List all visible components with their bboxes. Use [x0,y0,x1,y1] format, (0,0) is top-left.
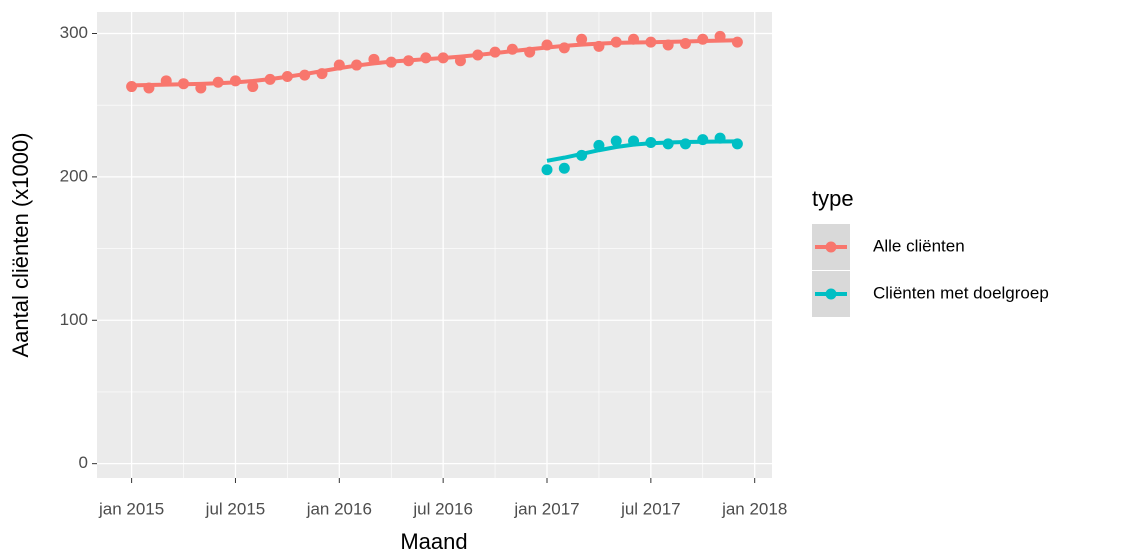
legend-title: type [812,186,854,211]
x-tick-label: jul 2015 [205,499,266,518]
y-tick-label: 300 [60,23,88,42]
y-tick-label: 100 [60,310,88,329]
point [576,33,588,45]
point [247,81,259,93]
trend-line [131,38,738,88]
x-tick-label: jul 2017 [620,499,681,518]
x-tick-label: jan 2018 [721,499,787,518]
y-tick-label: 200 [60,166,88,185]
x-tick-label: jul 2016 [412,499,473,518]
point [541,164,553,176]
legend-label: Cliënten met doelgroep [873,283,1049,302]
point [558,162,570,174]
point [610,135,622,147]
trend-line [546,139,738,163]
x-axis-title: Maand [400,529,467,554]
x-tick-label: jan 2015 [98,499,164,518]
x-tick-label: jan 2017 [513,499,579,518]
y-tick-label: 0 [79,453,88,472]
y-axis-title: Aantal cliënten (x1000) [8,132,33,357]
x-tick-label: jan 2016 [306,499,372,518]
legend-point [825,241,837,253]
legend-point [825,288,837,300]
panel [97,12,772,478]
legend-label: Alle cliënten [873,236,965,255]
